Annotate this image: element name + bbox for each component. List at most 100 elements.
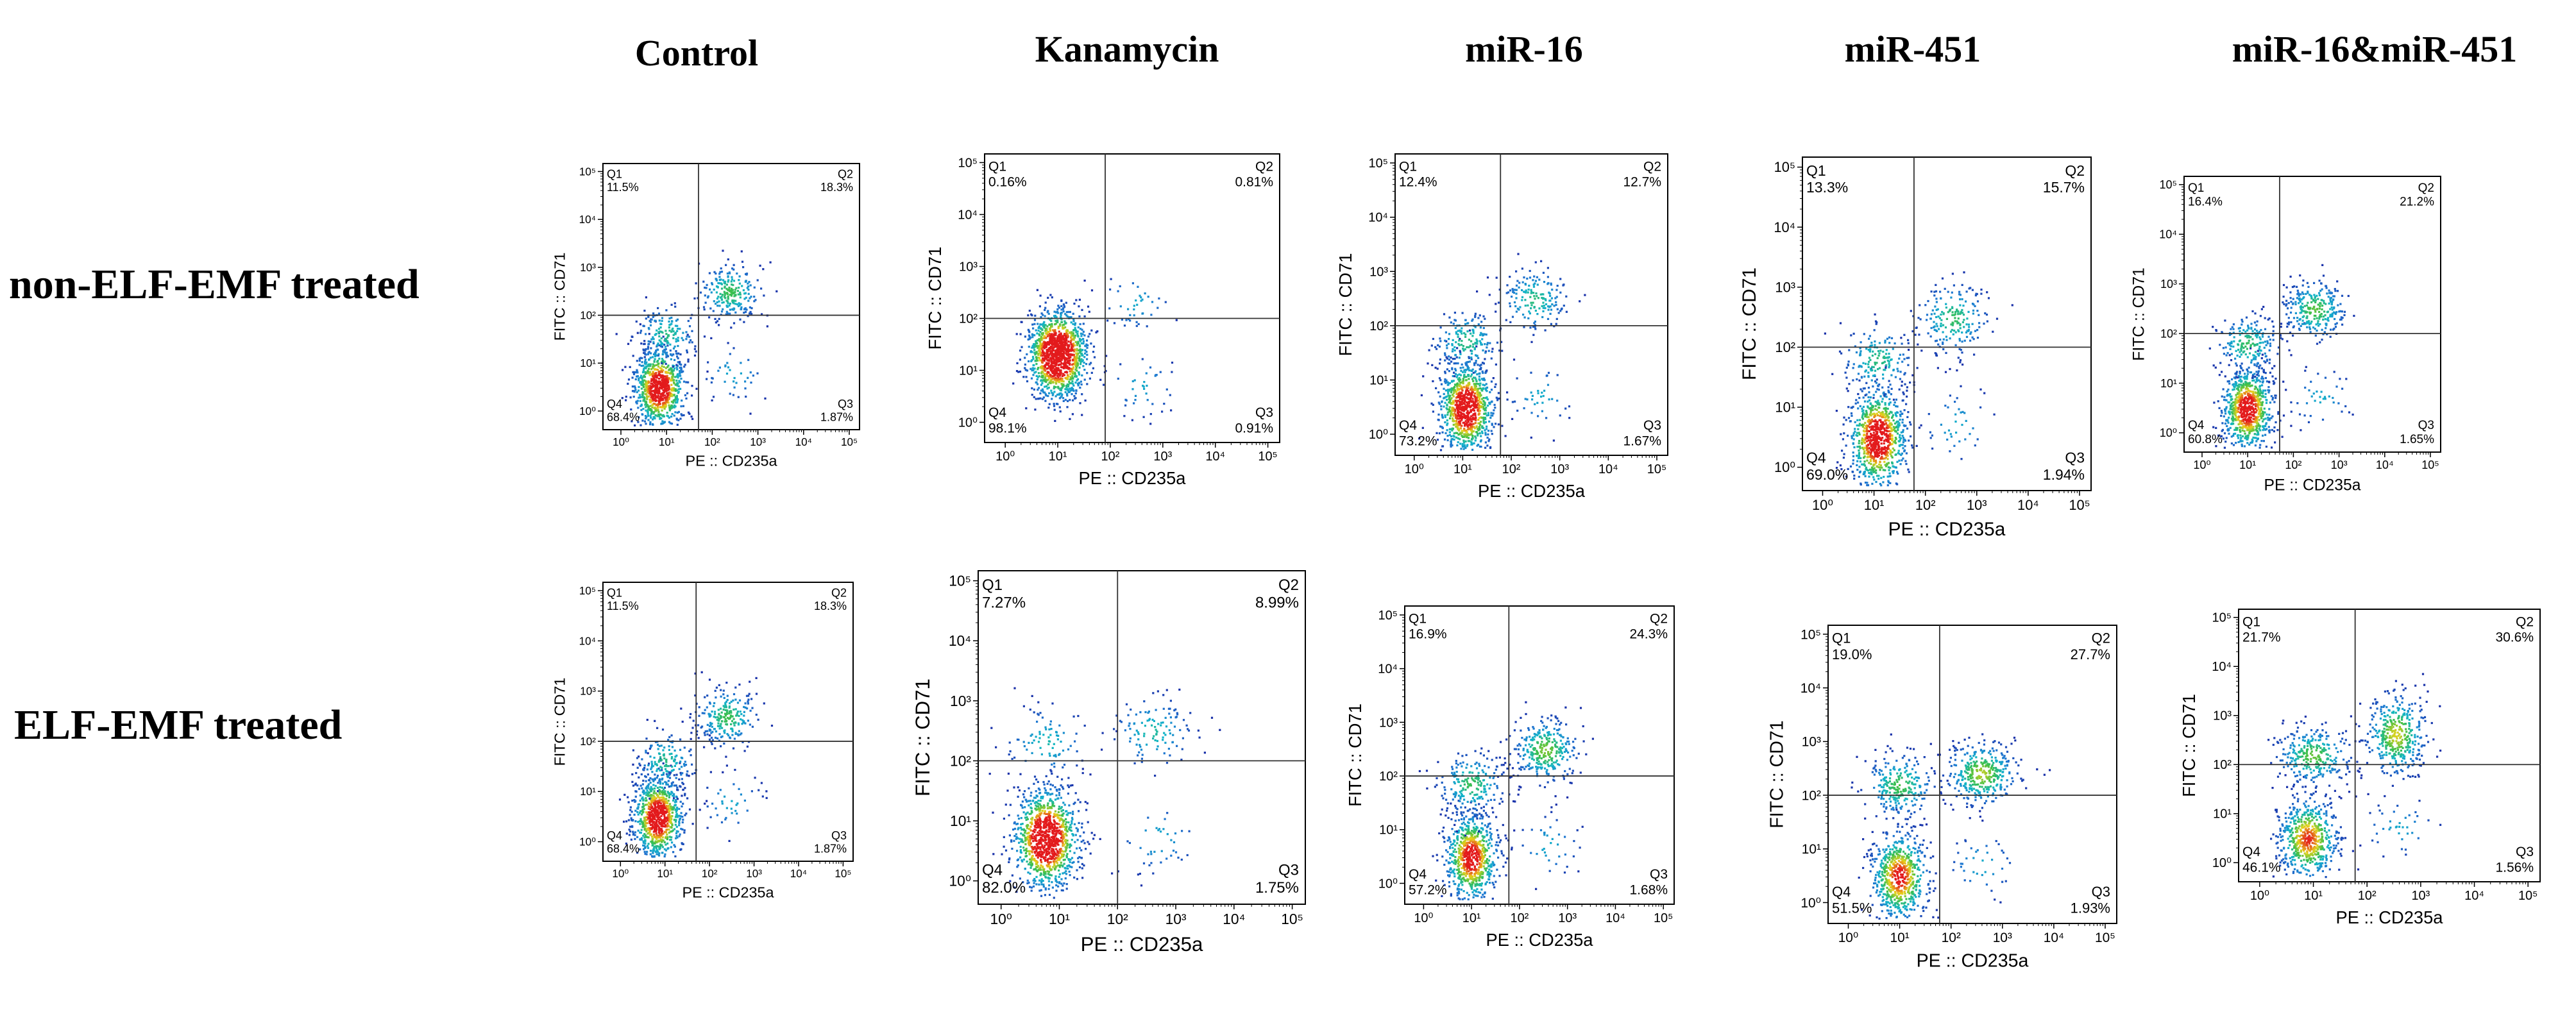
event-dot — [1074, 329, 1078, 332]
event-dot — [1061, 358, 1063, 361]
event-dot — [1421, 426, 1424, 429]
event-dot — [1049, 382, 1052, 385]
event-dot — [1483, 422, 1486, 425]
event-dot — [1457, 428, 1461, 431]
event-dot — [1881, 423, 1883, 426]
event-dot — [1864, 437, 1867, 440]
event-dot — [1877, 411, 1880, 414]
event-dot — [644, 390, 647, 392]
y-tick-label: 10¹ — [959, 364, 978, 378]
event-dot — [1036, 383, 1039, 385]
event-dot — [640, 383, 643, 386]
event-dot — [1458, 388, 1461, 391]
event-dot — [1911, 444, 1913, 447]
event-dot — [1441, 426, 1443, 428]
event-dot — [725, 264, 727, 266]
event-dot — [1470, 425, 1472, 427]
event-dot — [666, 383, 668, 385]
event-dot — [1530, 412, 1533, 414]
event-dot — [1489, 342, 1491, 344]
event-dot — [1063, 362, 1065, 365]
event-dot — [666, 366, 669, 368]
event-dot — [1851, 437, 1853, 439]
event-dot — [1477, 428, 1479, 430]
event-dot — [1124, 404, 1127, 407]
event-dot — [1071, 344, 1074, 347]
y-tick-label: 10³ — [959, 260, 978, 274]
event-dot — [1075, 365, 1078, 367]
event-dot — [1877, 449, 1880, 451]
event-dot — [1171, 371, 1173, 373]
event-dot — [1908, 348, 1910, 351]
event-dot — [1034, 346, 1037, 348]
event-dot — [1463, 406, 1466, 408]
event-dot — [1886, 414, 1889, 417]
event-dot — [662, 377, 665, 380]
event-dot — [1041, 382, 1044, 385]
event-dot — [1451, 438, 1453, 441]
event-dot — [1075, 389, 1078, 392]
event-dot — [675, 340, 677, 343]
event-dot — [1076, 378, 1080, 380]
event-dot — [1051, 343, 1054, 346]
event-dot — [722, 279, 725, 282]
event-dot — [1045, 362, 1048, 364]
y-tick-label: 10⁵ — [579, 165, 596, 178]
event-dot — [1035, 352, 1037, 355]
event-dot — [1074, 322, 1077, 324]
event-dot — [638, 416, 640, 419]
event-dot — [749, 312, 751, 315]
event-dot — [1530, 341, 1533, 343]
event-dot — [1553, 305, 1555, 307]
event-dot — [645, 385, 647, 388]
event-dot — [1463, 428, 1466, 430]
event-dot — [1069, 399, 1071, 401]
event-dot — [1150, 314, 1153, 316]
event-dot — [1461, 430, 1463, 432]
event-dot — [1050, 319, 1053, 322]
event-dot — [1455, 341, 1457, 344]
event-dot — [1507, 291, 1510, 294]
event-dot — [1040, 323, 1042, 326]
event-dot — [1891, 451, 1894, 453]
event-dot — [706, 296, 709, 299]
event-dot — [738, 304, 741, 307]
event-dot — [1530, 301, 1532, 304]
event-dot — [627, 382, 629, 385]
event-dot — [1158, 297, 1160, 299]
event-dot — [661, 365, 663, 367]
event-dot — [679, 417, 682, 420]
event-dot — [1908, 439, 1910, 442]
event-dot — [1858, 419, 1861, 421]
event-dot — [654, 396, 657, 399]
event-dot — [1046, 375, 1048, 377]
event-dot — [1050, 366, 1053, 369]
event-dot — [674, 388, 677, 391]
event-dot — [720, 267, 722, 270]
event-dot — [1556, 374, 1559, 376]
event-dot — [643, 376, 647, 378]
event-dot — [1880, 448, 1883, 450]
event-dot — [1031, 351, 1033, 353]
event-dot — [1045, 337, 1047, 339]
event-dot — [1457, 393, 1461, 396]
event-dot — [1478, 404, 1480, 407]
event-dot — [1890, 430, 1892, 432]
event-dot — [1025, 407, 1028, 410]
event-dot — [664, 405, 666, 407]
event-dot — [727, 302, 729, 305]
event-dot — [691, 341, 693, 344]
event-dot — [669, 394, 672, 397]
event-dot — [1038, 348, 1040, 350]
event-dot — [673, 404, 676, 407]
event-dot — [675, 394, 678, 397]
event-dot — [1066, 333, 1069, 335]
event-dot — [661, 385, 664, 389]
event-dot — [674, 302, 676, 305]
event-dot — [1466, 410, 1469, 412]
event-dot — [743, 321, 745, 323]
event-dot — [673, 382, 675, 385]
event-dot — [1089, 363, 1091, 366]
event-dot — [734, 294, 736, 296]
